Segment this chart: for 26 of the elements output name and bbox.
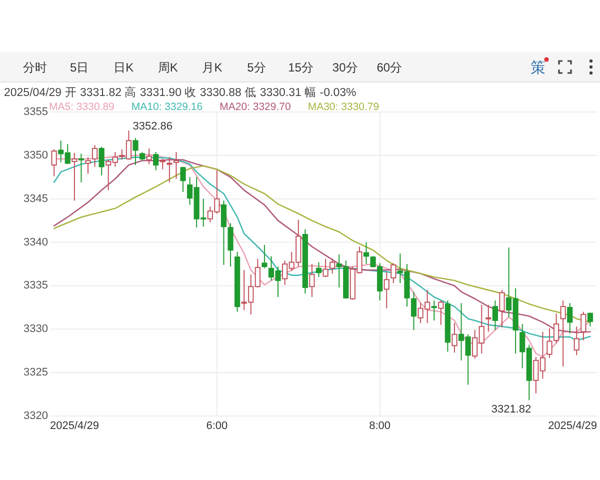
- text: 月K: [202, 60, 222, 74]
- text: 30分: [332, 60, 358, 74]
- x-tick-label: 8:00: [369, 420, 391, 432]
- text: 5日: [70, 60, 89, 74]
- text: 策: [530, 60, 546, 76]
- y-tick-label: 3330: [24, 323, 48, 336]
- y-tick-label: 3320: [24, 410, 48, 422]
- annotation: 3352.86: [132, 120, 172, 133]
- text: 日K: [114, 60, 134, 74]
- y-tick-label: 3345: [24, 192, 48, 205]
- y-tick-label: 3340: [24, 236, 48, 248]
- annotation: 3321.82: [491, 404, 532, 416]
- x-tick-label: 6:00: [206, 420, 228, 432]
- text: 2025/4/29: [50, 420, 99, 432]
- y-tick-label: 3325: [24, 366, 48, 379]
- text: 分时: [23, 60, 47, 74]
- y-tick-label: 3335: [24, 280, 48, 292]
- text: 5分: [247, 60, 266, 74]
- text: 2025/4/29: [548, 420, 597, 432]
- legend: MA5: 3330.89 MA10: 3329.16 MA20: 3329.70 MA30: 3330.79: [49, 101, 380, 113]
- y-tick-label: 3350: [24, 149, 48, 162]
- text: 周K: [158, 60, 178, 74]
- y-tick-label: 3355: [24, 106, 48, 118]
- chart-title: 2025/04/29 开 3331.82 高 3331.90 收 3330.88 低 3330.31 幅 -0.03%: [4, 85, 356, 99]
- text: 60分: [376, 60, 402, 74]
- text: 15分: [288, 60, 314, 74]
